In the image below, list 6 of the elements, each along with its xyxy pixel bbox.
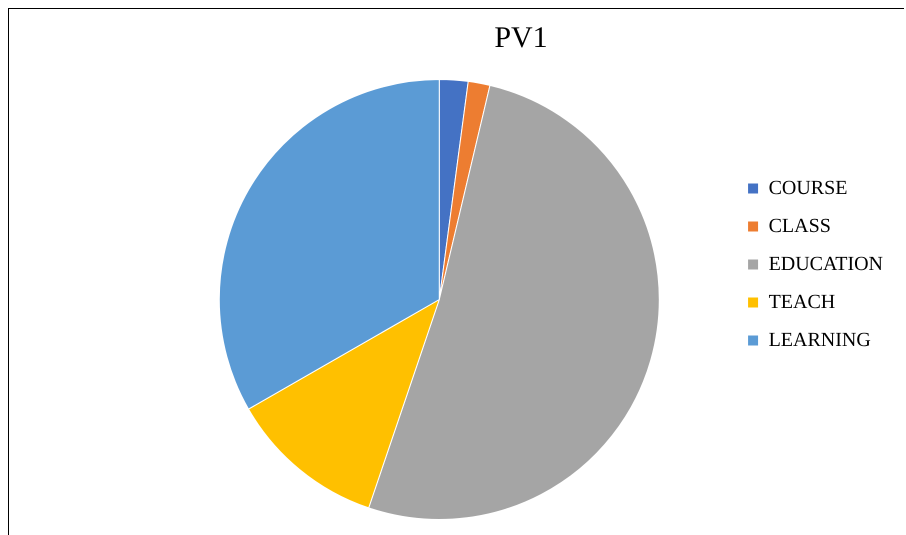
- legend-label: EDUCATION: [768, 252, 884, 275]
- legend-label: COURSE: [768, 176, 848, 199]
- chart-title: PV1: [494, 20, 548, 54]
- legend-label: TEACH: [768, 290, 836, 313]
- legend-label: LEARNING: [768, 328, 871, 351]
- legend-label: CLASS: [768, 214, 831, 237]
